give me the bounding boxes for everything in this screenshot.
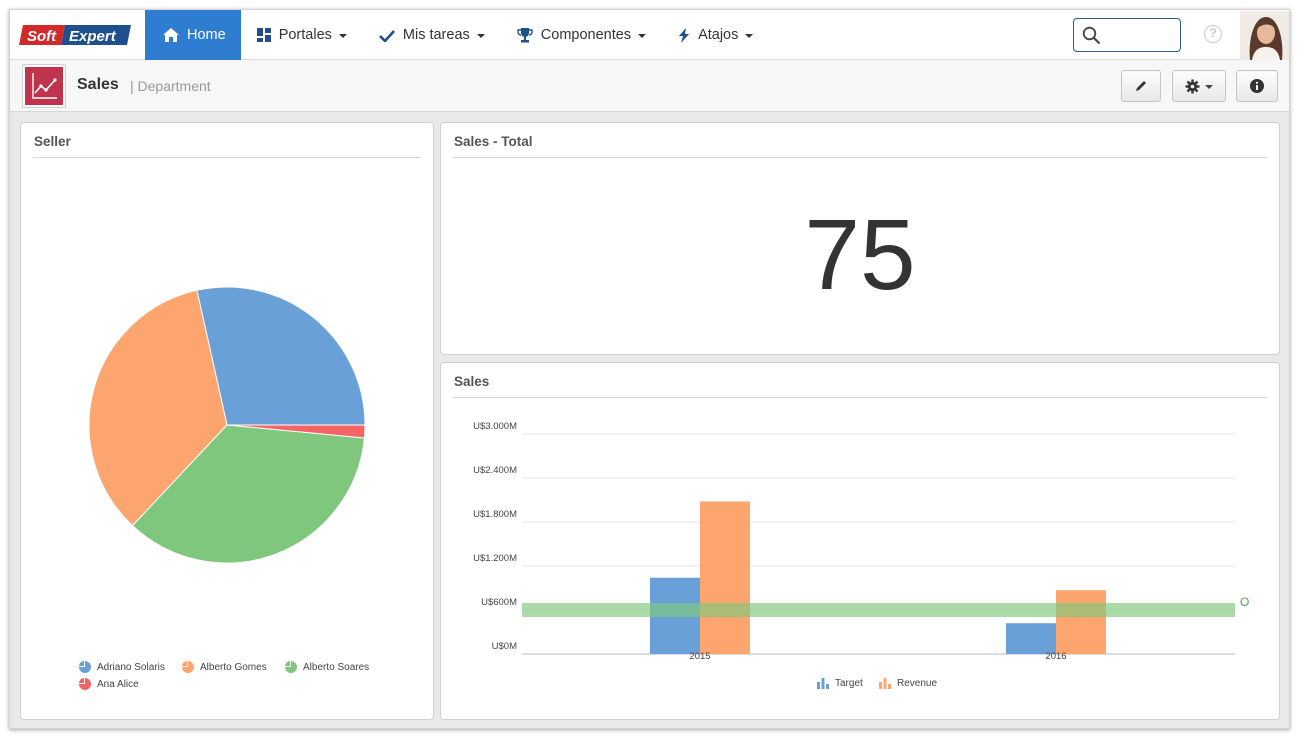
sales-bar-chart	[522, 433, 1235, 655]
legend-alberto-gomes[interactable]: Alberto Gomes	[182, 661, 267, 673]
main-nav: Home Portales Mis tareas Componentes Ata…	[145, 10, 769, 60]
x-tick-label: 2015	[689, 651, 711, 662]
legend-target[interactable]: Target	[817, 677, 863, 689]
legend-label: Target	[835, 677, 863, 689]
target-line-label: O	[1240, 595, 1250, 609]
pie-legend-icon	[79, 661, 91, 673]
pie-legend-icon	[79, 678, 91, 690]
app-window: Soft Expert Home Portales Mis tareas Com…	[9, 9, 1290, 729]
settings-button[interactable]	[1172, 70, 1226, 102]
bar-revenue-2016[interactable]	[1056, 590, 1106, 654]
legend-ana-alice[interactable]: Ana Alice	[79, 678, 139, 690]
panel-divider	[33, 157, 421, 158]
sales-total-panel: Sales - Total 75	[440, 122, 1280, 355]
pie-slice-ana-alice[interactable]	[226, 424, 366, 439]
search-input[interactable]	[1073, 18, 1181, 52]
page-header: Sales | Department	[10, 60, 1289, 112]
y-tick-label: U$0M	[491, 641, 517, 652]
chevron-down-icon	[338, 34, 347, 38]
trophy-icon	[517, 27, 533, 42]
pie-legend-icon	[285, 661, 297, 673]
legend-alberto-soares[interactable]: Alberto Soares	[285, 661, 369, 673]
app-icon	[22, 64, 66, 108]
grid-icon	[256, 28, 271, 42]
seller-panel-title: Seller	[34, 134, 71, 149]
nav-home[interactable]: Home	[145, 10, 241, 60]
page-subtitle: | Department	[130, 78, 211, 94]
y-tick-label: U$3.000M	[473, 421, 517, 432]
info-icon	[1250, 79, 1264, 93]
y-tick-label: U$1.800M	[473, 509, 517, 520]
chart-line-icon	[32, 73, 57, 99]
nav-mis-tareas[interactable]: Mis tareas	[363, 10, 501, 60]
nav-atajos-label: Atajos	[698, 27, 739, 43]
pencil-icon	[1136, 81, 1146, 91]
bolt-icon	[679, 27, 690, 43]
panel-divider	[453, 157, 1267, 158]
sales-chart-panel: Sales U$3.000M U$2.400M U$1.800M U$1.200…	[440, 362, 1280, 720]
logo-soft-text: Soft	[27, 28, 57, 45]
chevron-down-icon	[1205, 85, 1213, 89]
pie-legend-icon	[182, 661, 194, 673]
seller-panel: Seller Adriano Solaris Alberto Gomes Alb…	[20, 122, 434, 720]
home-icon	[163, 28, 179, 42]
info-button[interactable]	[1236, 70, 1278, 102]
sales-total-title: Sales - Total	[454, 134, 533, 149]
edit-button[interactable]	[1121, 70, 1161, 102]
legend-label: Alberto Gomes	[200, 661, 267, 673]
panel-divider	[453, 397, 1267, 398]
seller-pie-chart	[88, 286, 366, 564]
user-avatar[interactable]	[1240, 11, 1289, 60]
softexpert-logo[interactable]: Soft Expert	[19, 23, 131, 47]
pie-slice-alberto-gomes[interactable]	[88, 289, 228, 527]
y-tick-label: U$1.200M	[473, 553, 517, 564]
y-tick-label: U$600M	[481, 597, 517, 608]
check-icon	[378, 29, 395, 42]
gear-icon	[1185, 79, 1200, 93]
legend-label: Revenue	[897, 677, 938, 689]
bar-legend-icon	[879, 678, 891, 689]
pie-slice-adriano-solaris[interactable]	[196, 286, 366, 426]
chevron-down-icon	[638, 34, 647, 38]
help-icon[interactable]: ?	[1204, 25, 1222, 43]
legend-adriano-solaris[interactable]: Adriano Solaris	[79, 661, 165, 673]
bar-target-2016[interactable]	[1006, 623, 1056, 654]
sales-chart-title: Sales	[454, 374, 490, 389]
top-navbar: Soft Expert Home Portales Mis tareas Com…	[10, 10, 1289, 60]
pie-slice-alberto-soares[interactable]	[131, 424, 365, 564]
bar-legend-icon	[817, 678, 829, 689]
y-tick-label: U$2.400M	[473, 465, 517, 476]
chevron-down-icon	[745, 34, 754, 38]
nav-componentes[interactable]: Componentes	[501, 10, 662, 60]
nav-portales[interactable]: Portales	[241, 10, 363, 60]
reference-line[interactable]	[522, 603, 1235, 617]
bar-revenue-2015[interactable]	[700, 501, 750, 654]
legend-label: Ana Alice	[97, 678, 139, 690]
nav-mis-tareas-label: Mis tareas	[402, 27, 470, 43]
search-icon	[1082, 26, 1101, 45]
x-tick-label: 2016	[1045, 651, 1067, 662]
nav-componentes-label: Componentes	[540, 27, 632, 43]
sales-total-value: 75	[804, 199, 916, 311]
page-title: Sales	[77, 76, 119, 93]
nav-atajos[interactable]: Atajos	[662, 10, 769, 60]
nav-portales-label: Portales	[278, 27, 332, 43]
nav-home-label: Home	[187, 27, 226, 43]
legend-label: Adriano Solaris	[97, 661, 165, 673]
legend-revenue[interactable]: Revenue	[879, 677, 937, 689]
chevron-down-icon	[476, 34, 485, 38]
user-photo	[1240, 11, 1289, 60]
logo-expert-text: Expert	[69, 28, 117, 45]
legend-label: Alberto Soares	[303, 661, 370, 673]
